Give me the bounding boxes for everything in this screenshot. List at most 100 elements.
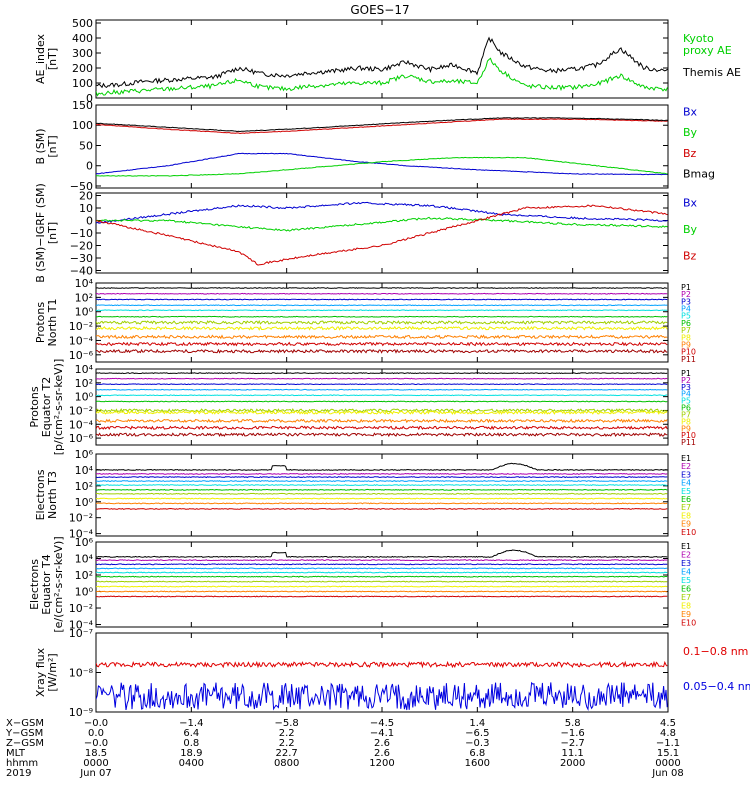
series-group <box>96 660 668 711</box>
series-pe-P7 <box>96 408 668 413</box>
legend-label: Bx <box>683 105 698 118</box>
legend-label: Themis AE <box>682 66 741 79</box>
legend-label: By <box>683 223 698 236</box>
legend-label: P10 <box>681 431 696 440</box>
x-row-value: 15.1 <box>657 748 679 759</box>
panel-bsm: −50 0 50 100 150 B (SM)[nT] Bx By Bz Bmag <box>34 99 715 193</box>
y-tick-label: 10⁰ <box>75 586 94 599</box>
y-axis-label: ProtonsNorth T1 <box>34 299 59 347</box>
x-row-value: −0.3 <box>465 738 489 749</box>
series-pn-P6 <box>96 315 668 318</box>
legend-label: E1 <box>681 454 691 463</box>
x-row-value: 5.8 <box>565 718 581 729</box>
series-en-E9 <box>96 502 668 505</box>
x-row-value: 0000 <box>655 758 680 769</box>
legend-label: P7 <box>681 326 691 335</box>
series-en-E1 <box>96 462 668 471</box>
legend-label: P2 <box>681 290 691 299</box>
legend-label: Bz <box>683 250 697 263</box>
y-tick-label: 10² <box>75 569 93 582</box>
x-row-value: 22.7 <box>276 748 298 759</box>
series-ee-E8 <box>96 585 668 588</box>
x-row-value: 18.5 <box>85 748 107 759</box>
series-pn-P2 <box>96 292 668 295</box>
series-pe-P5 <box>96 394 668 397</box>
legend-label: P3 <box>681 297 691 306</box>
plot-frame <box>95 192 669 274</box>
legend-label: P1 <box>681 369 691 378</box>
legend-label: E2 <box>681 551 691 560</box>
y-tick-label: 400 <box>72 32 93 45</box>
x-row-label: Y−GSM <box>5 728 43 739</box>
x-row-value: −1.1 <box>656 738 680 749</box>
legend-label: P9 <box>681 340 691 349</box>
x-row-value: −1.6 <box>561 728 585 739</box>
series-ee-E5 <box>96 571 668 574</box>
y-tick-label: 10⁶ <box>75 536 94 549</box>
legend-label: P9 <box>681 424 691 433</box>
y-axis-label: Xray flux[W/m²] <box>34 647 59 697</box>
legend-label: P4 <box>681 390 691 399</box>
x-row-value: Jun 07 <box>79 768 112 779</box>
legend-label: Bz <box>683 147 697 160</box>
x-row-value: 2.2 <box>279 728 295 739</box>
y-tick-label: 10⁴ <box>75 464 94 477</box>
series-ee-E6 <box>96 575 668 578</box>
series-bsm-Bmag <box>96 117 668 133</box>
legend-label: 0.05−0.4 nm <box>683 680 750 693</box>
y-tick-label: 10⁻² <box>69 512 93 525</box>
y-tick-label: −30 <box>70 252 93 265</box>
legend-label: P8 <box>681 333 691 342</box>
legend-label: E3 <box>681 470 691 479</box>
y-tick-label: 10⁻⁴ <box>69 334 94 347</box>
legend-label: E7 <box>681 593 691 602</box>
y-tick-label: 150 <box>72 99 93 112</box>
x-row-value: 11.1 <box>562 748 584 759</box>
series-group <box>96 462 668 510</box>
series-group <box>96 117 668 177</box>
y-tick-label: 10⁻⁶ <box>69 432 94 445</box>
series-pn-P9 <box>96 334 668 340</box>
series-en-E10 <box>96 507 668 510</box>
legend-label: E1 <box>681 542 691 551</box>
series-pe-P11 <box>96 432 668 438</box>
legend-label: E8 <box>681 602 691 611</box>
legend-label: P10 <box>681 348 696 357</box>
y-axis-label: B (SM)−IGRF (SM)[nT] <box>34 183 59 283</box>
legend-label: P1 <box>681 283 691 292</box>
y-tick-label: 100 <box>72 119 93 132</box>
x-row-value: −0.0 <box>84 738 108 749</box>
panel-xr: 10⁻⁷ 10⁻⁸ 10⁻⁹ Xray flux[W/m²] 0.1−0.8 nm 0.0… <box>34 627 750 719</box>
x-row-value: −4.5 <box>370 718 394 729</box>
legend-label: E5 <box>681 576 691 585</box>
legend-label: P7 <box>681 410 691 419</box>
series-bsm-Bz <box>96 118 668 135</box>
y-tick-label: 500 <box>72 17 93 30</box>
legend-label: P3 <box>681 383 691 392</box>
series-group <box>96 36 668 97</box>
y-tick-label: 10⁰ <box>75 306 94 319</box>
legend-label: E6 <box>681 585 691 594</box>
x-row-label: 2019 <box>6 768 31 779</box>
y-axis-label: ProtonsEquator T2[p/(cm²-s-sr-keV)] <box>28 359 65 456</box>
series-ee-E10 <box>96 595 668 598</box>
legend-label: E8 <box>681 511 691 520</box>
y-tick-label: 10⁻⁴ <box>69 619 94 632</box>
legend-label: P6 <box>681 404 691 413</box>
panel-ee: 10⁶ 10⁴ 10² 10⁰ 10⁻² 10⁻⁴ ElectronsEquator T4[… <box>28 536 696 633</box>
y-tick-label: −40 <box>70 265 93 278</box>
y-tick-label: 10² <box>75 480 93 493</box>
legend-label: E6 <box>681 495 691 504</box>
series-bsm-Bx <box>96 152 668 176</box>
legend-label: P5 <box>681 312 691 321</box>
y-tick-label: 0 <box>86 160 93 173</box>
series-xr-0-1-0-8-nm <box>96 660 668 669</box>
y-tick-label: 10⁰ <box>75 496 94 509</box>
series-pe-P1 <box>96 372 668 375</box>
legend-label: P8 <box>681 417 691 426</box>
plot-frame <box>95 632 669 713</box>
x-row-value: 1600 <box>465 758 490 769</box>
x-row-value: 1.4 <box>469 718 485 729</box>
